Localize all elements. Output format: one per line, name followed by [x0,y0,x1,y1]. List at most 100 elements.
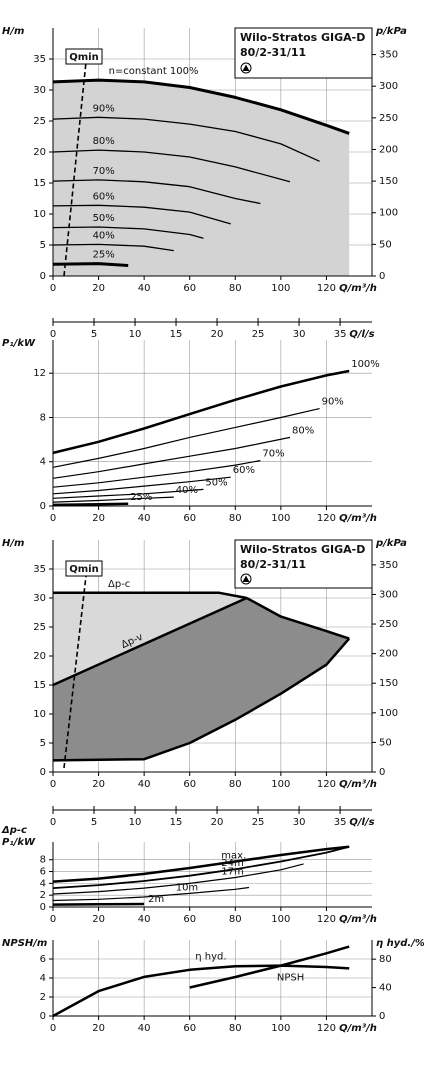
data: 100% 90% 80% 70% 60% 50% 40% 25% [52,359,380,507]
x-tick-label: 0 [50,513,56,524]
x-tick-label: 100 [271,1023,290,1034]
line [52,369,350,455]
x2-tick-label: 0 [50,817,56,828]
x2-tick-label: 15 [170,817,183,828]
y2-tick-label: 40 [379,983,392,994]
x2-axis-label: Q/l/s [349,329,374,340]
x2-tick-label: 35 [334,817,347,828]
y-tick-label: 6 [40,954,46,965]
y-tick-label: 8 [40,855,46,866]
y2-tick-label: 350 [379,560,398,571]
line [52,460,261,488]
line [52,179,261,205]
y2-tick-label: 0 [379,271,385,282]
x-tick-label: 80 [229,914,242,925]
y-tick-label: 10 [33,209,46,220]
title-box [234,27,373,79]
x2-tick-label: 0 [50,329,56,340]
y-tick-label: 30 [33,85,46,96]
line [52,243,174,252]
qmin-box [65,48,103,65]
x-tick-label: 20 [92,513,105,524]
y-axis-label: H/m [2,26,24,37]
y-tick-label: 0 [40,767,46,778]
x-axis-label: Q/m³/h [339,283,377,294]
y-tick-label: 15 [33,178,46,189]
x2-tick-label: 35 [334,329,347,340]
x-tick-label: 60 [183,1023,196,1034]
line [52,964,350,1018]
logo [242,64,250,71]
x-tick-label: 40 [138,283,151,294]
x-tick-label: 40 [138,1023,151,1034]
line [52,262,129,267]
y2-tick-label: 200 [379,649,398,660]
line [52,476,231,495]
x-tick-label: 100 [271,914,290,925]
y2-tick-label: 350 [379,50,398,61]
x-tick-label: 20 [92,283,105,294]
y-tick-label: 30 [33,593,46,604]
x-tick-label: 0 [50,779,56,790]
y-axis-label: P₁/kW [2,338,36,349]
series-label: 24m [221,858,243,869]
y-tick-label: 5 [40,738,46,749]
x2-tick-label: 10 [129,329,142,340]
x2-tick-label: 30 [293,817,306,828]
x-tick-label: 120 [317,1023,336,1034]
series-label: 25% [93,250,115,261]
title: 80/2-31/11 [240,558,306,571]
series-label: η hyd. [195,951,226,962]
line [189,945,350,989]
overlays: Qmin Wilo-Stratos GIGA-D 80/2-31/11 Qmin… [63,27,373,769]
y-tick-label: 25 [33,622,46,633]
x2-tick-label: 25 [252,329,265,340]
x-tick-label: 120 [317,779,336,790]
y-tick-label: 35 [33,54,46,65]
x-tick-label: 80 [229,513,242,524]
title: 80/2-31/11 [240,46,306,59]
area [53,80,350,276]
axes: 0 20 40 60 80 100 1200510152025303505010015020… [2,538,407,828]
x-tick-label: 120 [317,283,336,294]
y2-tick-label: 250 [379,619,398,630]
chart: 100%90%80%70%60%50%40%25%0 20 40 60 80 100 120… [2,338,380,524]
series-label: 50% [205,477,227,488]
x-tick-label: 60 [183,914,196,925]
line [52,845,350,889]
y2-tick-label: 0 [379,767,385,778]
y2-tick-label: 50 [379,239,392,250]
x-tick-label: 100 [271,283,290,294]
y-tick-label: 0 [40,271,46,282]
y-tick-label: 4 [40,973,46,984]
x-tick-label: 80 [229,779,242,790]
series-label: 25% [130,492,152,503]
data: Δp-cΔp-v [52,579,351,762]
series-label: 60% [233,465,255,476]
x-tick-label: 0 [50,1023,56,1034]
y2-tick-label: 150 [379,678,398,689]
series-label: 40% [93,230,115,241]
x2-tick-label: 10 [129,817,142,828]
series-label: NPSH [277,973,304,984]
x2-tick-label: 30 [293,329,306,340]
series-label: n=constant 100% [109,66,199,77]
x-tick-label: 80 [229,1023,242,1034]
x2-tick-label: 5 [91,817,97,828]
series-label: 80% [292,425,314,436]
line [52,902,145,906]
y-tick-label: 5 [40,240,46,251]
x-tick-label: 60 [183,513,196,524]
x-tick-label: 100 [271,513,290,524]
x-tick-label: 40 [138,914,151,925]
series-label: 2m [148,894,164,905]
x-tick-label: 20 [92,914,105,925]
series-label: 80% [93,136,115,147]
series-label: 50% [93,213,115,224]
line [52,863,304,895]
x-tick-label: 20 [92,779,105,790]
series-label: 70% [262,449,284,460]
